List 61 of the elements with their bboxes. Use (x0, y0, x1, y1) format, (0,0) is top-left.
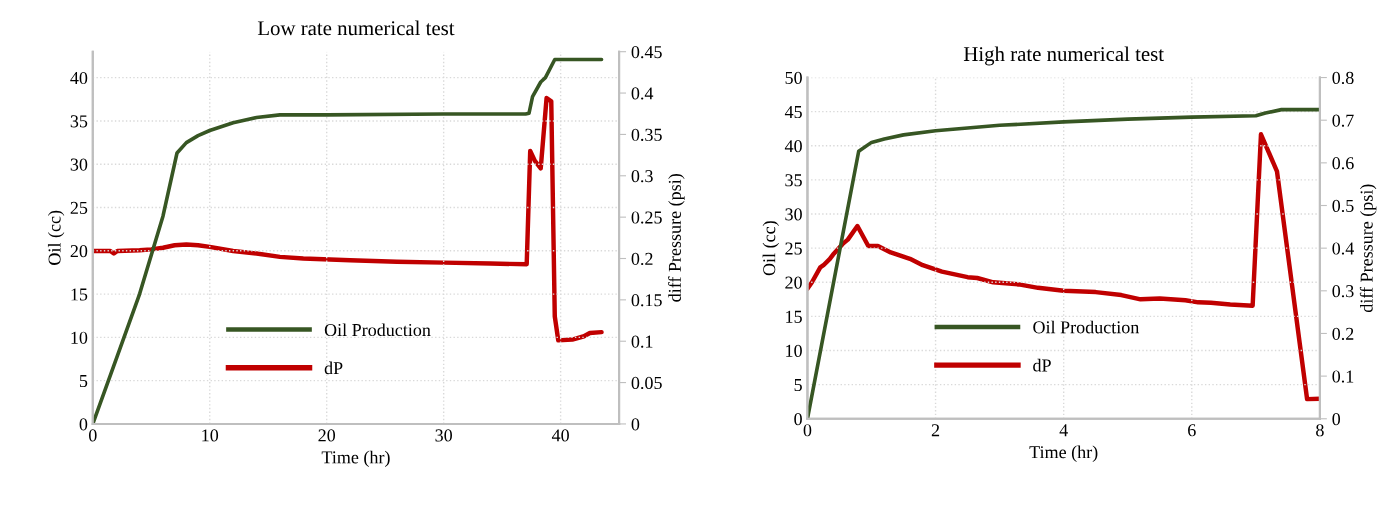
y2-tick-label: 0.1 (1332, 370, 1354, 383)
y2-tick-label: 0.05 (631, 376, 662, 390)
y2-tick-label: 0.7 (1332, 114, 1354, 127)
y-tick-label: 50 (785, 71, 802, 84)
y2-tick-label: 0.5 (1332, 199, 1354, 213)
y-axis-title: Oil (cc) (762, 221, 779, 276)
line-series (92, 95, 604, 343)
y-tick-label: 5 (79, 375, 88, 388)
y-tick-label: 10 (786, 344, 802, 357)
y2-tick-label: 0.4 (631, 87, 654, 100)
y-tick-label: 10 (71, 331, 88, 344)
x-tick-label: 30 (435, 429, 452, 442)
y2-tick-label: 0.1 (631, 335, 653, 348)
x-tick-label: 6 (1188, 424, 1196, 437)
x-tick-label: 0 (803, 424, 812, 437)
x-tick-label: 0 (88, 429, 97, 442)
legend-label: dP (1033, 358, 1051, 372)
x-axis-title: Time (hr) (1029, 445, 1098, 462)
y2-tick-label: 0.45 (631, 45, 662, 59)
x-axis-title: Time (hr) (321, 450, 390, 468)
y2-axis-title: diff Pressure (psi) (1359, 184, 1377, 313)
y-tick-label: 40 (70, 71, 88, 85)
y-tick-label: 35 (785, 174, 802, 187)
y-tick-label: 45 (784, 106, 802, 119)
y-tick-label: 20 (70, 245, 88, 258)
y2-axis-title: diff Pressure (psi) (668, 174, 685, 302)
line-series (92, 57, 604, 424)
y-tick-label: 25 (70, 201, 88, 214)
y2-tick-label: 0 (1332, 413, 1341, 426)
y-tick-label: 15 (786, 310, 802, 323)
y2-tick-label: 0.35 (631, 128, 662, 141)
y-tick-label: 40 (784, 140, 802, 153)
y-tick-label: 30 (785, 208, 802, 221)
y2-tick-label: 0.15 (631, 294, 662, 307)
x-tick-label: 2 (931, 424, 940, 437)
y2-tick-label: 0.3 (1332, 285, 1354, 298)
y2-tick-label: 0.4 (1332, 242, 1354, 255)
y2-tick-label: 0.6 (1332, 157, 1354, 170)
y2-tick-label: 0.25 (631, 211, 662, 224)
legend-label: Oil Production (1033, 320, 1140, 334)
y-tick-label: 5 (794, 379, 802, 392)
y-tick-label: 20 (785, 276, 802, 289)
x-tick-label: 40 (551, 429, 569, 442)
x-tick-label: 10 (202, 429, 219, 442)
y2-tick-label: 0.3 (631, 170, 653, 183)
y-tick-label: 0 (794, 413, 802, 426)
y-tick-label: 35 (70, 115, 88, 128)
y2-tick-label: 0.8 (1332, 71, 1354, 85)
x-tick-label: 20 (318, 429, 336, 442)
chart-title: Low rate numerical test (257, 20, 455, 36)
chart-title: High rate numerical test (963, 46, 1164, 66)
y-axis-title: Oil (cc) (47, 210, 65, 265)
x-tick-label: 8 (1316, 424, 1324, 437)
legend-label: Oil Production (324, 323, 431, 337)
y-tick-label: 30 (70, 158, 88, 171)
y-tick-label: 25 (785, 242, 802, 255)
legend-label: dP (324, 361, 343, 375)
y2-tick-label: 0.2 (631, 252, 653, 266)
y-tick-label: 15 (71, 288, 88, 301)
x-tick-label: 4 (1059, 424, 1068, 437)
y2-tick-label: 0.2 (1332, 327, 1354, 340)
